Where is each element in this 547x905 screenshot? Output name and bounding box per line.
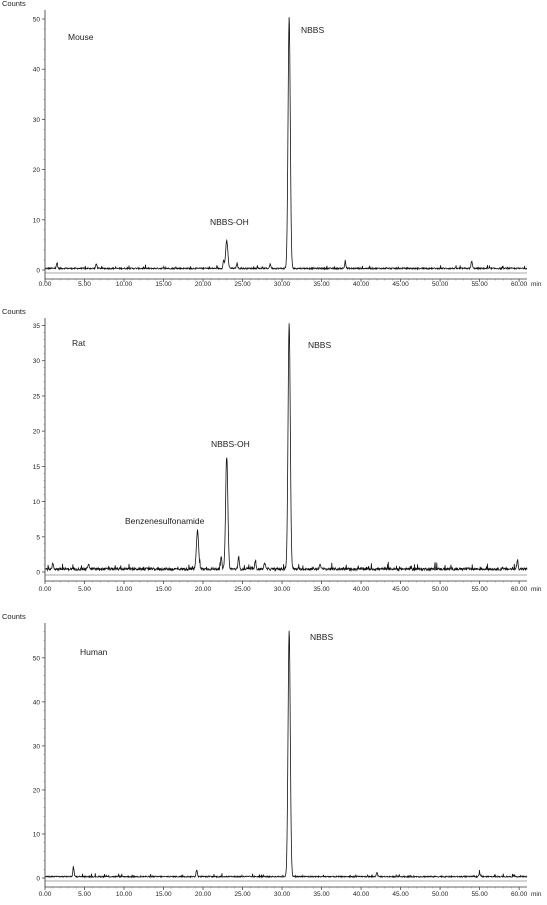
x-unit-label: min <box>531 891 542 898</box>
x-tick-label: 0.00 <box>39 281 52 288</box>
x-tick-label: 60.00 <box>511 281 528 288</box>
x-tick-label: 40.00 <box>353 281 370 288</box>
x-tick-label: 35.00 <box>313 281 330 288</box>
x-tick-label: 15.00 <box>155 281 172 288</box>
y-tick-label: 30 <box>33 358 41 365</box>
y-tick-label: 10 <box>33 831 41 838</box>
y-tick-label: 35 <box>33 323 41 330</box>
chart-panel-mouse: Counts 0 10 20 30 40 50 0.00 5.00 10.00 15.00 20.00… <box>2 0 542 288</box>
x-tick-label: 60.00 <box>511 891 528 898</box>
x-unit-label: min <box>531 281 542 288</box>
trace-human <box>45 631 527 877</box>
trace-mouse <box>45 17 527 269</box>
x-tick-label: 30.00 <box>274 891 291 898</box>
x-tick-label: 25.00 <box>234 891 251 898</box>
trace-rat <box>45 323 527 570</box>
y-tick-label: 10 <box>33 217 41 224</box>
x-tick-label: 5.00 <box>78 586 91 593</box>
y-tick-label: 50 <box>33 17 41 24</box>
y-axis-label: Counts <box>2 307 26 316</box>
x-tick-label: 30.00 <box>274 586 291 593</box>
y-tick-label: 20 <box>33 429 41 436</box>
x-tick-label: 50.00 <box>432 281 449 288</box>
y-tick-label: 10 <box>33 499 41 506</box>
x-tick-label: 20.00 <box>195 586 212 593</box>
y-tick-label: 5 <box>36 534 40 541</box>
x-tick-label: 40.00 <box>353 891 370 898</box>
x-tick-label: 50.00 <box>432 891 449 898</box>
species-label: Human <box>80 647 108 657</box>
y-tick-label: 40 <box>33 67 41 74</box>
x-tick-label: 35.00 <box>313 891 330 898</box>
species-label: Mouse <box>68 32 94 42</box>
x-tick-label: 15.00 <box>155 891 172 898</box>
x-tick-label: 5.00 <box>78 281 91 288</box>
x-tick-label: 5.00 <box>78 891 91 898</box>
peak-label: NBBS <box>308 340 331 350</box>
peak-label: NBBS <box>310 632 333 642</box>
y-tick-label: 0 <box>36 876 40 883</box>
y-tick-label: 40 <box>33 699 41 706</box>
x-tick-label: 45.00 <box>392 891 409 898</box>
y-tick-label: 20 <box>33 787 41 794</box>
x-tick-label: 40.00 <box>353 586 370 593</box>
y-tick-label: 25 <box>33 393 41 400</box>
x-tick-label: 50.00 <box>432 586 449 593</box>
peak-label: NBBS <box>301 25 324 35</box>
peak-label: NBBS-OH <box>210 217 249 227</box>
y-tick-label: 15 <box>33 464 41 471</box>
chart-panel-human: Counts 0 10 20 30 40 50 0.00 5.00 10.00 15.00 20.00… <box>2 612 542 898</box>
x-tick-label: 25.00 <box>234 586 251 593</box>
y-tick-label: 30 <box>33 117 41 124</box>
y-tick-label: 50 <box>33 655 41 662</box>
peak-label: NBBS-OH <box>211 439 250 449</box>
x-tick-label: 55.00 <box>471 586 488 593</box>
x-tick-label: 35.00 <box>313 586 330 593</box>
x-tick-label: 60.00 <box>511 586 528 593</box>
x-tick-label: 10.00 <box>116 281 133 288</box>
x-tick-label: 25.00 <box>234 281 251 288</box>
x-tick-label: 15.00 <box>155 586 172 593</box>
y-tick-label: 20 <box>33 167 41 174</box>
y-tick-label: 0 <box>36 570 40 577</box>
x-tick-label: 55.00 <box>471 281 488 288</box>
peak-label: Benzenesulfonamide <box>125 516 205 526</box>
chart-panel-rat: Counts 0 5 10 15 20 25 30 35 0.00 5.00 10.00 15.00 20… <box>2 307 542 593</box>
x-tick-label: 45.00 <box>392 586 409 593</box>
x-tick-label: 10.00 <box>116 586 133 593</box>
species-label: Rat <box>72 338 86 348</box>
x-tick-label: 45.00 <box>392 281 409 288</box>
x-tick-label: 30.00 <box>274 281 291 288</box>
x-tick-label: 0.00 <box>39 891 52 898</box>
y-tick-label: 0 <box>36 268 40 275</box>
x-tick-label: 55.00 <box>471 891 488 898</box>
x-tick-label: 20.00 <box>195 281 212 288</box>
x-unit-label: min <box>531 586 542 593</box>
y-tick-label: 30 <box>33 743 41 750</box>
x-tick-label: 0.00 <box>39 586 52 593</box>
y-axis-label: Counts <box>2 0 26 8</box>
y-axis-label: Counts <box>2 612 26 621</box>
x-tick-label: 10.00 <box>116 891 133 898</box>
x-tick-label: 20.00 <box>195 891 212 898</box>
